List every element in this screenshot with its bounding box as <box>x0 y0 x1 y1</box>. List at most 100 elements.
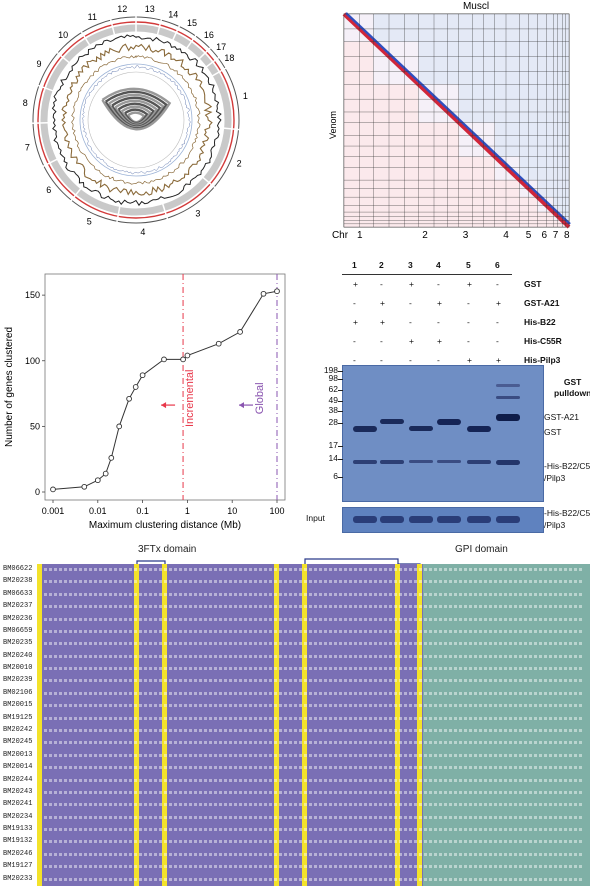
hic-chr-tick: 6 <box>541 230 547 241</box>
gel-input-band <box>467 516 491 523</box>
hic-chr-tick: 4 <box>503 230 509 241</box>
circos-link <box>117 102 156 127</box>
msa-gpi-domain-label: GPI domain <box>455 544 508 555</box>
circos-chrom-separator <box>109 18 116 35</box>
chart-point <box>260 290 267 297</box>
gel-condition-sign: - <box>437 355 440 365</box>
circos-links <box>101 87 172 131</box>
circos-chrom-label: 18 <box>224 53 234 63</box>
circos-inner-ring <box>79 63 193 177</box>
msa-sequence-residues <box>44 580 584 584</box>
msa-sequence-id: BM20243 <box>3 787 33 796</box>
msa-sequence-id: BM19133 <box>3 825 33 834</box>
chart-x-tick-label: 0.001 <box>42 506 65 516</box>
msa-sequence-residues <box>44 865 584 869</box>
gel-condition-sign: + <box>467 355 472 365</box>
circos-chrom-label: 17 <box>216 42 226 52</box>
gel-condition-sign: - <box>467 317 470 327</box>
chart-point <box>102 470 109 477</box>
gel-condition-label: His-B22 <box>524 317 556 327</box>
circos-link <box>101 87 172 131</box>
hic-diagonal-red <box>342 12 571 229</box>
chart-y-ticks: 0 50 100 150 <box>25 290 45 497</box>
msa-sequence-residues <box>44 605 584 609</box>
gel-marker-label: 198 <box>323 365 338 375</box>
msa-sequence-residues <box>44 852 584 856</box>
hic-chr-tick: 3 <box>463 230 469 241</box>
circos-track <box>82 65 191 175</box>
msa-sequence-id: BM20235 <box>3 639 33 648</box>
circos-red-ring <box>37 21 235 219</box>
chart-x-ticks: 0.001 0.01 0.1 1 10 100 <box>42 500 285 516</box>
gel-band <box>467 460 491 464</box>
clustering-chart: 0 50 100 150 0.001 0.01 0.1 1 10 100 Incremental… <box>4 273 286 531</box>
chart-y-tick-label: 100 <box>25 356 40 366</box>
chart-point <box>237 329 243 335</box>
chart-annotation-label: Incremental <box>184 370 196 427</box>
gel-condition-sign: - <box>409 298 412 308</box>
circos-chrom-label: 8 <box>23 98 28 108</box>
gel-band <box>437 460 461 463</box>
msa-sequence-id: BM20240 <box>3 651 33 660</box>
msa-sequence-residues <box>44 741 584 745</box>
msa-3ftx-domain-label: 3FTx domain <box>138 544 197 555</box>
gel-gst-a21-label: GST-A21 <box>544 412 579 422</box>
gel-condition-label: His-C55R <box>524 336 562 346</box>
gel-condition-sign: + <box>409 336 414 346</box>
chart-plot-area <box>44 273 286 501</box>
msa-sequence-id: BM02106 <box>3 688 33 697</box>
hic-chr-tick: 2 <box>422 230 428 241</box>
circos-chrom-label: 15 <box>187 18 197 28</box>
circos-chrom-separator <box>37 84 54 92</box>
msa-sequence-residues <box>44 704 584 708</box>
circos-chrom-separator <box>202 176 216 189</box>
gel-condition-sign: - <box>467 298 470 308</box>
msa-sequence-residues <box>44 592 584 596</box>
msa-sequence-id: BM20015 <box>3 701 33 710</box>
chart-annotation-arrowhead <box>239 402 244 409</box>
msa-sequence-residues <box>44 753 584 757</box>
gel-marker-tick <box>338 371 343 372</box>
gel-band <box>353 426 377 432</box>
msa-sequence-residues <box>44 766 584 770</box>
msa-sequence-id: BM20244 <box>3 775 33 784</box>
gel-input-blot <box>342 507 544 533</box>
gel-marker-tick <box>338 379 343 380</box>
circos-chrom-label: 4 <box>140 227 145 237</box>
gel-lane-number: 4 <box>436 260 441 270</box>
circos-link <box>110 96 162 128</box>
chart-annotation-arrowhead <box>161 402 167 409</box>
msa-sequence-id: BM06622 <box>3 565 33 573</box>
msa-sequence-id: BM20237 <box>3 602 33 611</box>
msa-sequence-residues <box>44 815 584 819</box>
msa-sequence-residues <box>44 729 584 732</box>
chart-point <box>132 384 139 390</box>
msa-sequence-residues <box>44 840 584 844</box>
gel-condition-sign: + <box>353 279 358 289</box>
gel-condition-label: GST <box>524 279 542 289</box>
msa-sequence-residues <box>44 803 584 807</box>
gel-marker-tick <box>338 401 343 402</box>
gel-marker-tick <box>338 411 343 412</box>
gel-condition-label: His-Pilp3 <box>524 355 561 365</box>
sequence-alignment: 3FTx domain GPI domain BM06622 BM20238 BM0… <box>0 540 590 886</box>
gel-lane-number: 3 <box>408 260 413 270</box>
chart-x-tick-label: 0.1 <box>136 506 149 516</box>
msa-sequence-id: BM20245 <box>3 738 33 747</box>
hic-chr-tick: 7 <box>553 230 559 241</box>
circos-chrom-separator <box>205 56 220 68</box>
gel-input-his-label: -His-B22/C55R /Pilp3 <box>544 508 590 530</box>
gel-band <box>496 414 520 421</box>
gel-lane-number: 6 <box>495 260 500 270</box>
chart-annotation-label: Global <box>254 382 266 414</box>
circos-chrom-label: 14 <box>168 9 178 19</box>
msa-sequence-id: BM19132 <box>3 837 33 846</box>
gel-condition-sign: + <box>437 298 442 308</box>
chart-point <box>184 352 191 359</box>
msa-sequence-id: BM20238 <box>3 577 33 586</box>
gel-condition-sign: + <box>353 317 358 327</box>
gel-pulldown-label: GST pulldown <box>554 377 590 398</box>
msa-sequence-residues <box>44 617 584 621</box>
circos-link <box>107 93 165 129</box>
